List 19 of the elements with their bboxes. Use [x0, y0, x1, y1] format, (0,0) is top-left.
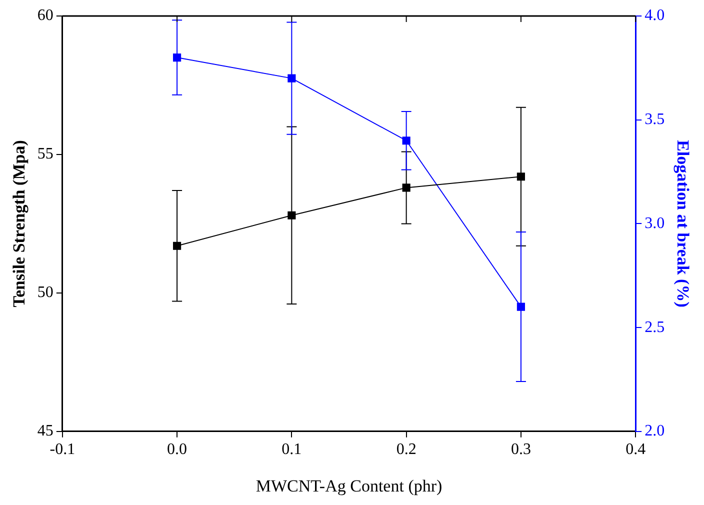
x-tick-label: 0.1 [282, 441, 302, 458]
y-axis-title: Tensile Strength (Mpa) [10, 140, 29, 308]
y-tick-label: 55 [37, 146, 54, 163]
x-tick-label: 0.4 [626, 441, 646, 458]
y2-tick-label: 2.0 [644, 422, 665, 440]
point [516, 302, 525, 311]
x-tick-label: 0.2 [396, 441, 416, 458]
y2-tick-label: 3.0 [644, 214, 665, 232]
y2-axis-title: Elogation at break (%) [673, 140, 692, 308]
y2-tick-label: 3.5 [644, 111, 665, 128]
x-tick-label: 0.0 [167, 441, 188, 458]
x-tick-label: 0.3 [510, 441, 531, 458]
y-tick-label: 60 [37, 7, 54, 24]
x-axis-title: MWCNT-Ag Content (phr) [256, 476, 442, 496]
x-tick-label: -0.1 [50, 441, 76, 458]
y-tick-label: 45 [37, 422, 54, 440]
y2-tick-label: 2.5 [644, 318, 665, 336]
y-tick-label: 50 [37, 284, 54, 302]
y2-tick-label: 4.0 [644, 7, 665, 24]
